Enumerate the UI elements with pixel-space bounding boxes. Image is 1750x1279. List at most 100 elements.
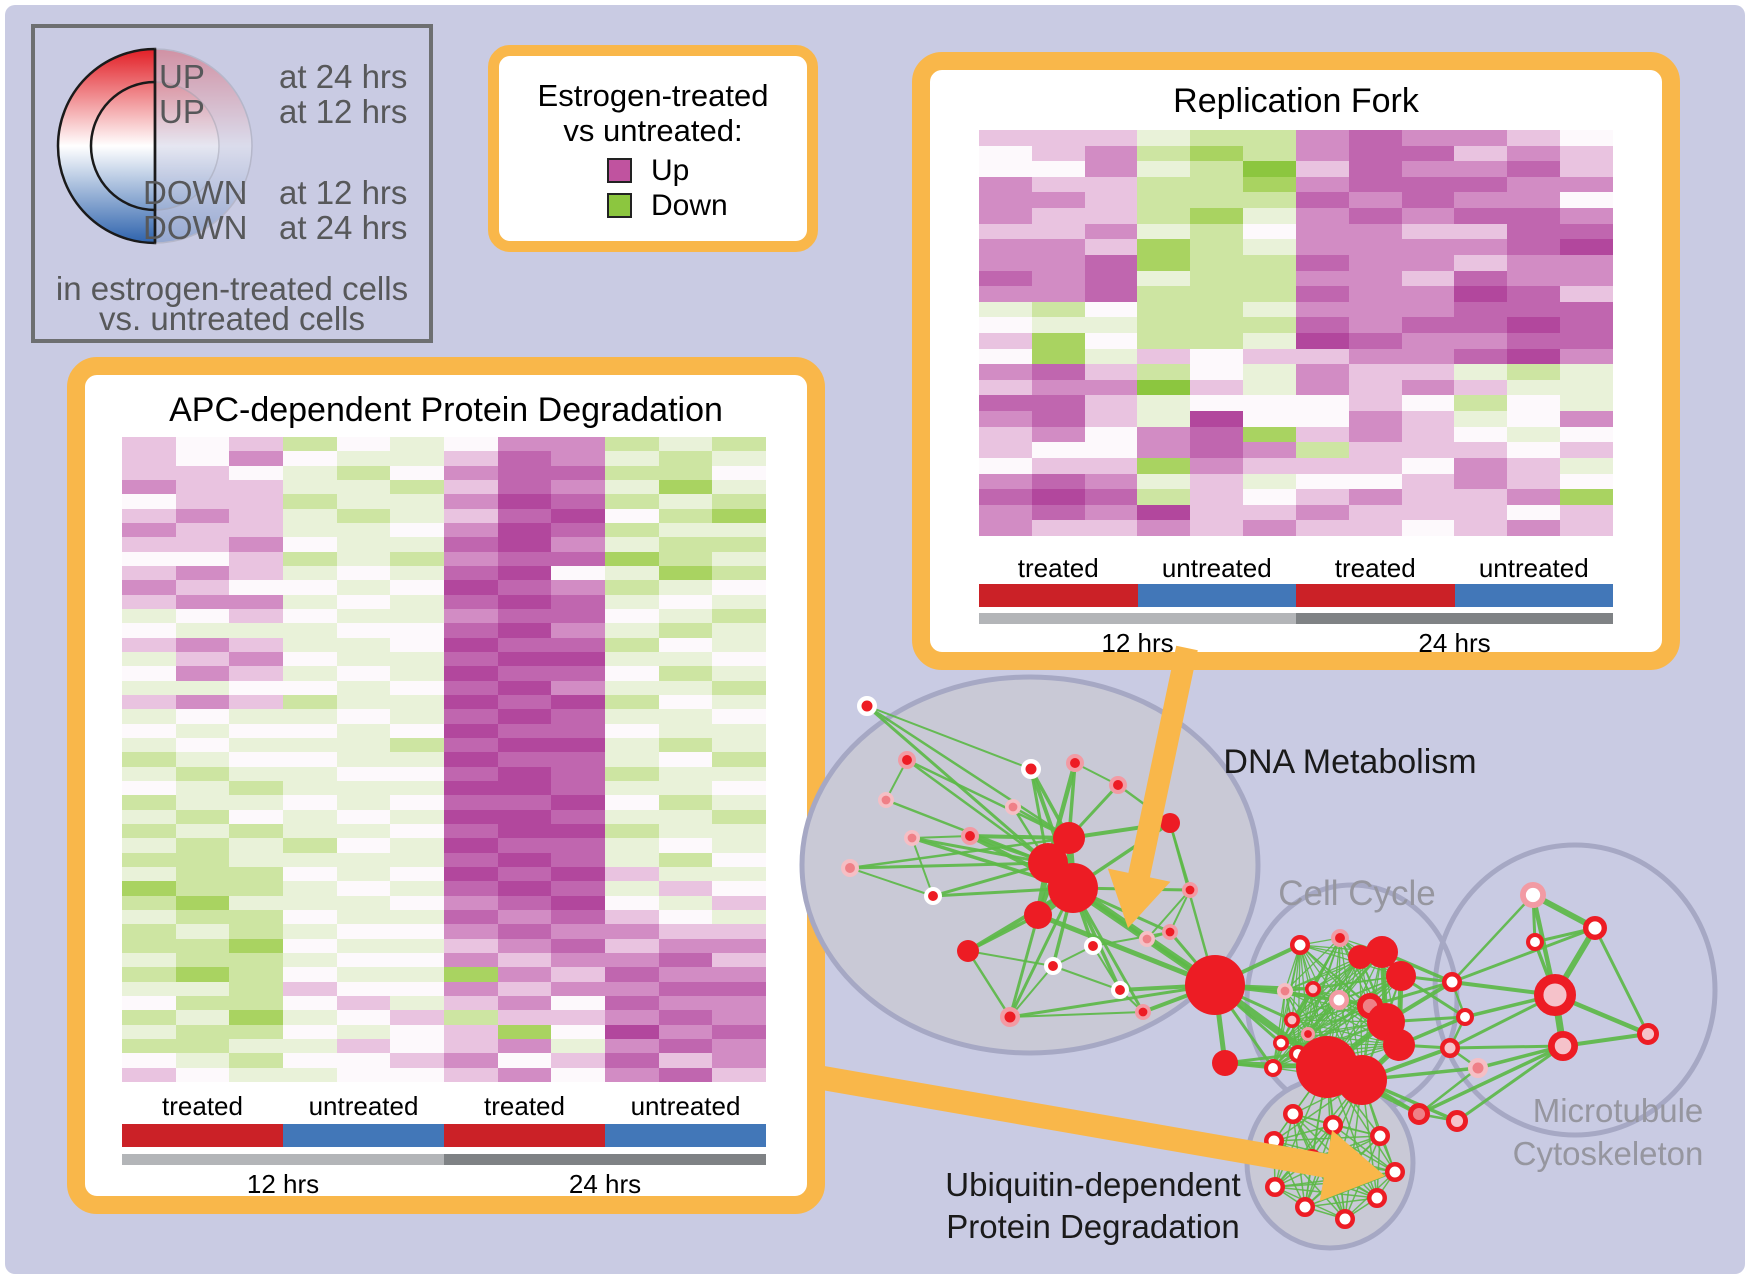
heatmap-cell [497, 995, 552, 1011]
heatmap-cell [122, 938, 176, 953]
heatmap-cell [1084, 379, 1138, 396]
heatmap-cell [1454, 317, 1508, 333]
heatmap-cell [390, 508, 444, 523]
heatmap-cell [605, 479, 659, 495]
heatmap-cell [283, 580, 337, 595]
heatmap-cell [283, 551, 337, 566]
heatmap-cell [551, 909, 605, 925]
heatmap-cell [229, 795, 283, 810]
replication-fork-heatmap [979, 130, 1613, 536]
heatmap-cell [229, 952, 283, 968]
heatmap-cell [175, 580, 230, 595]
heatmap-cell [1084, 426, 1138, 443]
heatmap-cell [444, 981, 498, 996]
heatmap-cell [712, 666, 766, 681]
rf-group-labels: treated untreated treated untreated [979, 553, 1613, 583]
heatmap-cell [1348, 176, 1402, 193]
heatmap-cell [229, 479, 283, 495]
heatmap-cell [175, 637, 230, 652]
heatmap-cell [229, 995, 283, 1011]
heatmap-cell [979, 239, 1032, 255]
heatmap-cell [1401, 254, 1455, 271]
heatmap-cell [1084, 254, 1138, 271]
heatmap-cell [497, 465, 552, 480]
heatmap-cell [605, 780, 659, 796]
heatmap-cell [229, 608, 283, 624]
heatmap-cell [658, 1053, 713, 1068]
heatmap-cell [283, 737, 337, 753]
heatmap-cell [175, 651, 230, 667]
heatmap-cell [605, 866, 659, 882]
heatmap-cell [979, 254, 1032, 271]
heatmap-cell [1560, 364, 1613, 380]
heatmap-cell [658, 809, 713, 824]
heatmap-cell [712, 766, 766, 781]
heatmap-cell [444, 709, 498, 724]
heatmap-cell [1401, 301, 1455, 318]
heatmap-cell [605, 737, 659, 753]
heatmap-cell [1295, 270, 1349, 287]
heatmap-cell [1348, 489, 1402, 505]
heatmap-cell [658, 823, 713, 839]
heatmap-cell [605, 852, 659, 867]
heatmap-cell [229, 766, 283, 781]
heatmap-cell [229, 451, 283, 466]
heatmap-cell [1401, 364, 1455, 380]
heatmap-cell [336, 437, 391, 452]
heatmap-cell [444, 680, 498, 695]
heatmap-cell [283, 938, 337, 953]
heatmap-cell [1243, 130, 1296, 146]
heatmap-cell [551, 838, 605, 853]
heatmap-cell [390, 838, 444, 853]
condition-group-label: untreated [1478, 553, 1589, 583]
heatmap-cell [1507, 348, 1561, 365]
heatmap-cell [1031, 504, 1085, 521]
heatmap-cell [336, 967, 391, 982]
heatmap-cell [229, 1053, 283, 1068]
heatmap-cell [175, 952, 230, 968]
heatmap-cell [122, 623, 176, 638]
heatmap-cell [1507, 317, 1561, 333]
heatmap-cell [658, 694, 713, 710]
heatmap-cell [336, 522, 391, 538]
heatmap-cell [229, 938, 283, 953]
heatmap-cell [605, 752, 659, 767]
heatmap-cell [497, 565, 552, 581]
timepoint-label: 24 hrs [1418, 628, 1491, 658]
heatmap-cell [1031, 239, 1085, 255]
heatmap-cell [551, 723, 605, 738]
heatmap-cell [1454, 223, 1508, 240]
updown-gradient-circle-icon [56, 47, 253, 245]
treated-bar [1296, 584, 1455, 607]
heatmap-cell [1401, 161, 1455, 177]
heatmap-cell [229, 565, 283, 581]
heatmap-cell [336, 909, 391, 925]
heatmap-cell [283, 494, 337, 509]
heatmap-cell [497, 723, 552, 738]
heatmap-cell [444, 838, 498, 853]
heatmap-cell [1295, 223, 1349, 240]
heatmap-cell [1507, 192, 1561, 209]
heatmap-cell [712, 780, 766, 796]
heatmap-cell [283, 1024, 337, 1039]
heatmap-cell [658, 766, 713, 781]
heatmap-cell [658, 723, 713, 738]
heatmap-cell [551, 666, 605, 681]
heatmap-cell [1507, 208, 1561, 224]
heatmap-cell [283, 451, 337, 466]
heatmap-cell [1084, 145, 1138, 162]
heatmap-cell [1507, 161, 1561, 177]
condition-group-label: untreated [308, 1091, 419, 1121]
heatmap-cell [1507, 286, 1561, 302]
heatmap-cell [1348, 442, 1402, 458]
heatmap-cell [444, 1010, 498, 1025]
heatmap-cell [1031, 395, 1085, 412]
heatmap-cell [605, 909, 659, 925]
heatmap-cell [1137, 145, 1191, 162]
heatmap-cell [551, 537, 605, 552]
heatmap-cell [444, 637, 498, 652]
heatmap-cell [283, 967, 337, 982]
heatmap-cell [229, 680, 283, 695]
heatmap-cell [1560, 348, 1613, 365]
heatmap-cell [605, 1067, 659, 1082]
